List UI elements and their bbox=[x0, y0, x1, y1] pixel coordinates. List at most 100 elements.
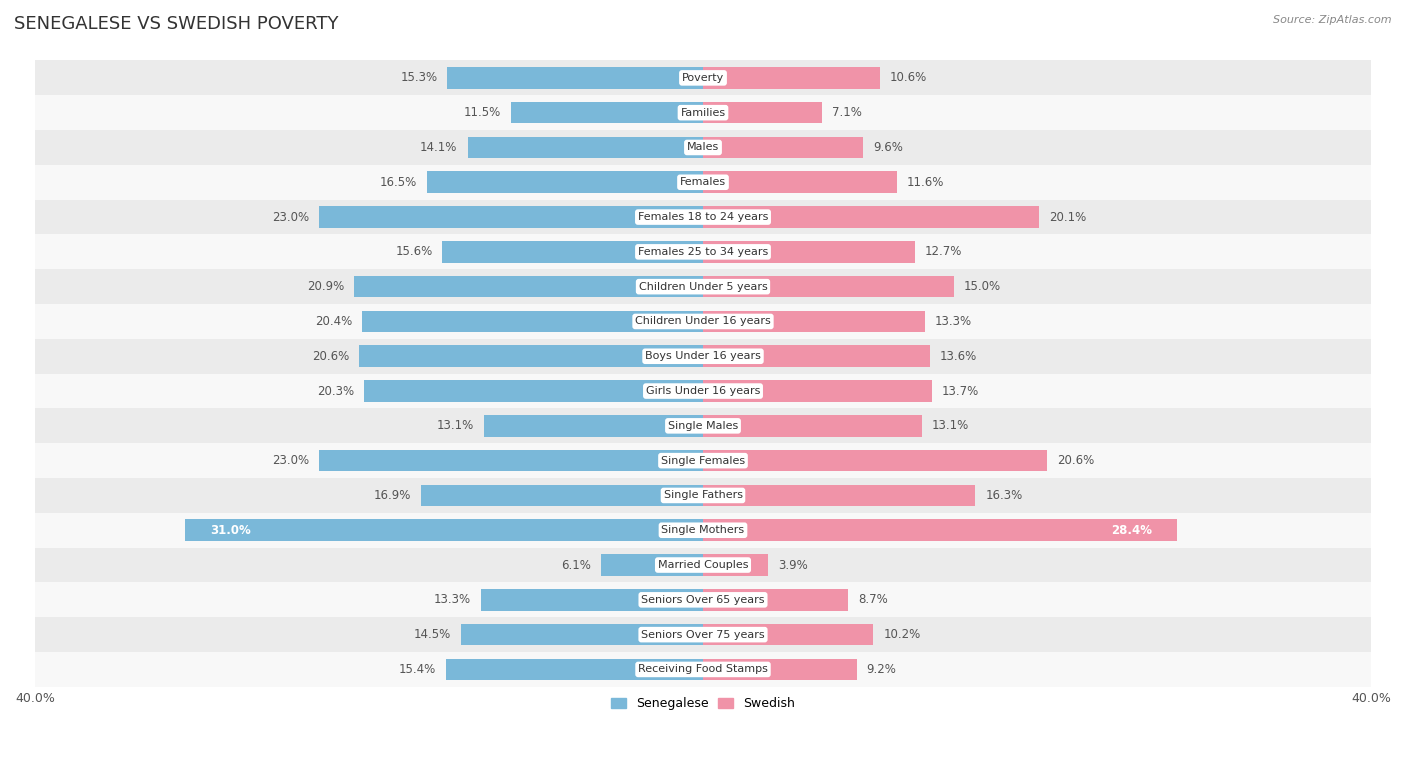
Bar bbox=[703, 311, 925, 332]
Bar bbox=[35, 443, 1371, 478]
Bar bbox=[703, 67, 880, 89]
Text: 15.6%: 15.6% bbox=[395, 246, 433, 258]
Legend: Senegalese, Swedish: Senegalese, Swedish bbox=[606, 692, 800, 715]
Bar bbox=[359, 346, 703, 367]
Text: 20.6%: 20.6% bbox=[312, 349, 349, 363]
Text: 13.7%: 13.7% bbox=[942, 384, 979, 397]
Bar bbox=[447, 67, 703, 89]
Text: 14.5%: 14.5% bbox=[413, 628, 451, 641]
Text: Source: ZipAtlas.com: Source: ZipAtlas.com bbox=[1274, 15, 1392, 25]
Text: 9.6%: 9.6% bbox=[873, 141, 903, 154]
Text: 9.2%: 9.2% bbox=[866, 663, 897, 676]
Bar bbox=[35, 96, 1371, 130]
Bar bbox=[481, 589, 703, 611]
Bar bbox=[703, 102, 821, 124]
Bar bbox=[35, 269, 1371, 304]
Bar bbox=[703, 346, 931, 367]
Text: Females: Females bbox=[681, 177, 725, 187]
Bar bbox=[354, 276, 703, 297]
Bar bbox=[703, 276, 953, 297]
Text: 31.0%: 31.0% bbox=[211, 524, 252, 537]
Bar bbox=[35, 304, 1371, 339]
Bar bbox=[703, 241, 915, 263]
Text: Single Mothers: Single Mothers bbox=[661, 525, 745, 535]
Bar bbox=[703, 624, 873, 645]
Text: Girls Under 16 years: Girls Under 16 years bbox=[645, 386, 761, 396]
Bar bbox=[186, 519, 703, 541]
Text: 20.6%: 20.6% bbox=[1057, 454, 1094, 467]
Bar bbox=[35, 513, 1371, 547]
Text: Males: Males bbox=[688, 143, 718, 152]
Bar bbox=[427, 171, 703, 193]
Text: 13.1%: 13.1% bbox=[437, 419, 474, 432]
Bar bbox=[703, 206, 1039, 228]
Bar bbox=[35, 339, 1371, 374]
Bar bbox=[468, 136, 703, 158]
Text: 23.0%: 23.0% bbox=[271, 454, 309, 467]
Bar bbox=[703, 381, 932, 402]
Text: 16.5%: 16.5% bbox=[380, 176, 418, 189]
Text: 20.3%: 20.3% bbox=[316, 384, 354, 397]
Bar bbox=[363, 311, 703, 332]
Bar bbox=[35, 547, 1371, 582]
Text: Families: Families bbox=[681, 108, 725, 117]
Text: Children Under 16 years: Children Under 16 years bbox=[636, 316, 770, 327]
Text: Poverty: Poverty bbox=[682, 73, 724, 83]
Text: 6.1%: 6.1% bbox=[561, 559, 591, 572]
Text: 13.3%: 13.3% bbox=[935, 315, 973, 328]
Text: 16.9%: 16.9% bbox=[374, 489, 411, 502]
Bar bbox=[35, 652, 1371, 687]
Bar bbox=[703, 415, 922, 437]
Bar bbox=[319, 206, 703, 228]
Bar bbox=[35, 478, 1371, 513]
Text: 10.6%: 10.6% bbox=[890, 71, 928, 84]
Bar bbox=[703, 449, 1047, 471]
Bar bbox=[364, 381, 703, 402]
Bar bbox=[35, 234, 1371, 269]
Text: 7.1%: 7.1% bbox=[831, 106, 862, 119]
Text: Receiving Food Stamps: Receiving Food Stamps bbox=[638, 665, 768, 675]
Bar bbox=[35, 582, 1371, 617]
Text: 20.1%: 20.1% bbox=[1049, 211, 1085, 224]
Bar bbox=[446, 659, 703, 680]
Text: Females 25 to 34 years: Females 25 to 34 years bbox=[638, 247, 768, 257]
Text: 15.4%: 15.4% bbox=[398, 663, 436, 676]
Text: 8.7%: 8.7% bbox=[858, 594, 889, 606]
Text: 11.5%: 11.5% bbox=[464, 106, 501, 119]
Bar bbox=[420, 484, 703, 506]
Bar bbox=[703, 136, 863, 158]
Text: Single Females: Single Females bbox=[661, 456, 745, 465]
Bar bbox=[703, 589, 848, 611]
Text: 15.3%: 15.3% bbox=[401, 71, 437, 84]
Bar bbox=[319, 449, 703, 471]
Bar bbox=[703, 519, 1177, 541]
Bar bbox=[35, 199, 1371, 234]
Text: 14.1%: 14.1% bbox=[420, 141, 457, 154]
Text: SENEGALESE VS SWEDISH POVERTY: SENEGALESE VS SWEDISH POVERTY bbox=[14, 15, 339, 33]
Bar bbox=[461, 624, 703, 645]
Bar bbox=[35, 61, 1371, 96]
Text: Seniors Over 75 years: Seniors Over 75 years bbox=[641, 630, 765, 640]
Bar bbox=[35, 617, 1371, 652]
Text: 20.9%: 20.9% bbox=[307, 280, 344, 293]
Bar bbox=[35, 409, 1371, 443]
Text: 13.3%: 13.3% bbox=[433, 594, 471, 606]
Text: Married Couples: Married Couples bbox=[658, 560, 748, 570]
Bar bbox=[35, 374, 1371, 409]
Text: 11.6%: 11.6% bbox=[907, 176, 945, 189]
Text: 28.4%: 28.4% bbox=[1111, 524, 1153, 537]
Text: 16.3%: 16.3% bbox=[986, 489, 1022, 502]
Text: 10.2%: 10.2% bbox=[883, 628, 921, 641]
Text: Seniors Over 65 years: Seniors Over 65 years bbox=[641, 595, 765, 605]
Text: 12.7%: 12.7% bbox=[925, 246, 963, 258]
Bar bbox=[703, 171, 897, 193]
Text: Females 18 to 24 years: Females 18 to 24 years bbox=[638, 212, 768, 222]
Text: Boys Under 16 years: Boys Under 16 years bbox=[645, 351, 761, 362]
Text: Single Fathers: Single Fathers bbox=[664, 490, 742, 500]
Bar bbox=[703, 659, 856, 680]
Text: 20.4%: 20.4% bbox=[315, 315, 353, 328]
Text: Children Under 5 years: Children Under 5 years bbox=[638, 282, 768, 292]
Bar bbox=[703, 484, 976, 506]
Text: 13.1%: 13.1% bbox=[932, 419, 969, 432]
Bar bbox=[602, 554, 703, 576]
